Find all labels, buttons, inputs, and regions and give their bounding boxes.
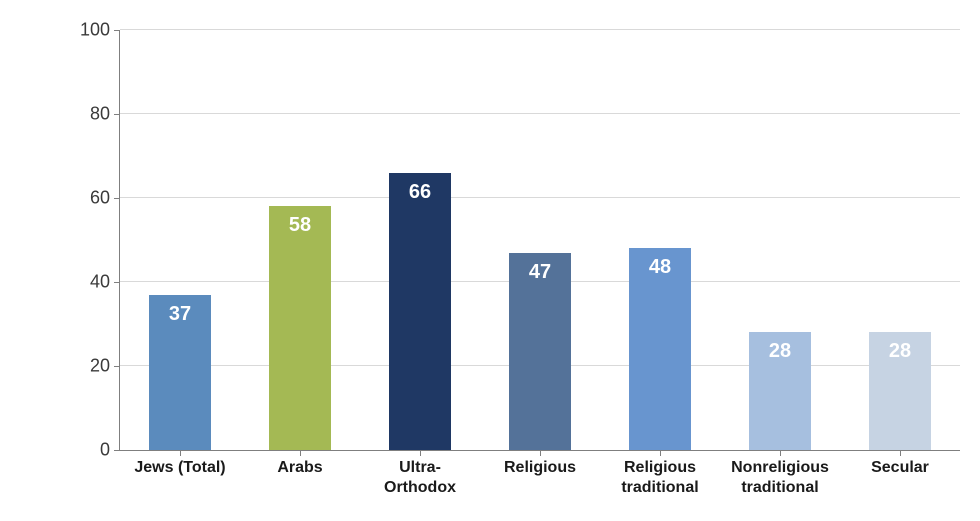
bar-religious-traditional: 48 [629, 248, 691, 450]
x-label: Arabs [240, 458, 360, 498]
x-tick-mark [420, 450, 421, 456]
bar-value: 28 [749, 340, 811, 363]
plot-area: 37 58 66 47 48 [120, 30, 960, 450]
bar-nonreligious-traditional: 28 [749, 332, 811, 450]
x-tick-mark [300, 450, 301, 456]
bar-value: 66 [389, 181, 451, 204]
x-tick-mark [540, 450, 541, 456]
bar-slot: 47 [480, 30, 600, 450]
bar-slot: 37 [120, 30, 240, 450]
bar-slot: 28 [840, 30, 960, 450]
x-label: Jews (Total) [120, 458, 240, 498]
bar-ultra-orthodox: 66 [389, 173, 451, 450]
x-tick-mark [660, 450, 661, 456]
bar-arabs: 58 [269, 206, 331, 450]
y-tick-2: 40 [50, 272, 110, 293]
bar-secular: 28 [869, 332, 931, 450]
x-tick-mark [900, 450, 901, 456]
bar-value: 28 [869, 340, 931, 363]
x-tick-mark [780, 450, 781, 456]
y-tick-mark [114, 114, 120, 115]
x-label: Ultra-Orthodox [360, 458, 480, 498]
bar-slot: 48 [600, 30, 720, 450]
y-tick-0: 0 [50, 440, 110, 461]
x-label: Religious [480, 458, 600, 498]
bar-slot: 28 [720, 30, 840, 450]
y-tick-4: 80 [50, 104, 110, 125]
y-axis-line [119, 30, 120, 450]
bar-slot: 66 [360, 30, 480, 450]
bar-value: 37 [149, 303, 211, 326]
y-tick-5: 100 [50, 20, 110, 41]
bar-slot: 58 [240, 30, 360, 450]
x-tick-mark [180, 450, 181, 456]
y-tick-mark [114, 198, 120, 199]
y-tick-3: 60 [50, 188, 110, 209]
bars-group: 37 58 66 47 48 [120, 30, 960, 450]
x-labels: Jews (Total) Arabs Ultra-Orthodox Religi… [120, 458, 960, 498]
y-tick-mark [114, 282, 120, 283]
y-tick-mark [114, 366, 120, 367]
bar-religious: 47 [509, 253, 571, 450]
x-label: Nonreligious traditional [720, 458, 840, 498]
bar-chart: 0 20 40 60 80 100 37 58 66 [0, 0, 980, 521]
bar-jews-total: 37 [149, 295, 211, 450]
y-tick-1: 20 [50, 356, 110, 377]
x-label: Religious traditional [600, 458, 720, 498]
bar-value: 48 [629, 256, 691, 279]
bar-value: 58 [269, 214, 331, 237]
bar-value: 47 [509, 261, 571, 284]
y-tick-mark [114, 30, 120, 31]
x-label: Secular [840, 458, 960, 498]
y-tick-mark [114, 450, 120, 451]
